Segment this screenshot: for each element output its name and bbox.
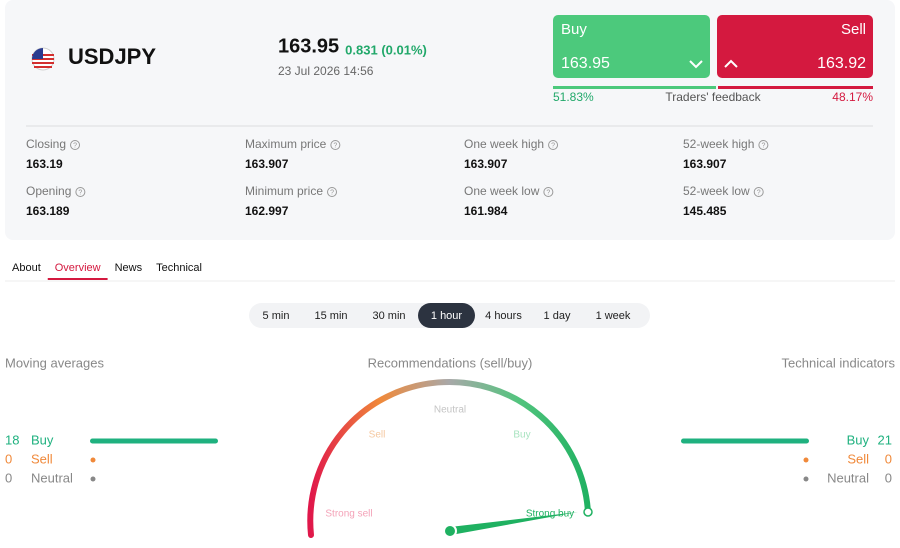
count: 0 — [885, 470, 892, 485]
symbol: USDJPY — [68, 44, 156, 69]
buy-label[interactable]: Buy — [561, 21, 587, 38]
feedback-buy-bar — [553, 86, 716, 89]
timeframe-active[interactable] — [418, 303, 475, 328]
row-label: Neutral — [827, 470, 869, 485]
count-dot — [90, 476, 96, 482]
info-q: ? — [551, 142, 555, 149]
stat-value: 161.984 — [464, 204, 508, 218]
stat-value: 163.907 — [245, 157, 289, 171]
sell-label[interactable]: Sell — [841, 21, 866, 38]
feedback-sell: 48.17% — [832, 90, 873, 104]
gauge-label: Buy — [513, 430, 530, 441]
tab[interactable]: Technical — [156, 262, 202, 274]
buy-button-bg[interactable] — [553, 15, 710, 78]
timeframe[interactable]: 1 week — [596, 310, 631, 322]
sell-button[interactable]: Sell 163.92 — [717, 15, 873, 78]
row-label: Sell — [31, 451, 53, 466]
info-icon — [753, 187, 764, 197]
stat-label: Minimum price — [245, 184, 323, 198]
buy-button[interactable]: Buy 163.95 — [553, 15, 710, 78]
info-q: ? — [78, 189, 82, 196]
count-dot — [803, 476, 809, 482]
row-label: Buy — [31, 432, 54, 447]
row-label: Buy — [847, 432, 870, 447]
info-icon — [543, 187, 554, 197]
stat-label: 52-week high — [683, 137, 754, 151]
info-icon — [548, 140, 559, 150]
section-title: Moving averages — [5, 355, 104, 370]
feedback-title: Traders' feedback — [665, 90, 761, 104]
info-icon — [70, 140, 81, 150]
timeframe[interactable]: 4 hours — [485, 310, 522, 322]
gauge-label: Neutral — [434, 405, 466, 416]
stat-label: Maximum price — [245, 137, 327, 151]
timeframe[interactable]: 1 day — [544, 310, 571, 322]
count: 21 — [878, 432, 892, 447]
info-q: ? — [333, 142, 337, 149]
stat-label: One week high — [464, 137, 544, 151]
info-icon — [330, 140, 341, 150]
gauge-label: Strong sell — [325, 509, 372, 520]
gauge-arc — [307, 378, 591, 538]
gauge-end — [583, 507, 593, 517]
datetime: 23 Jul 2026 14:56 — [278, 64, 374, 78]
row-label: Sell — [847, 451, 869, 466]
gauge-needle — [450, 512, 578, 535]
stat-label: 52-week low — [683, 184, 750, 198]
count-bar — [90, 438, 218, 444]
feedback-sell-bar — [718, 86, 873, 89]
section-title: Technical indicators — [782, 355, 896, 370]
tab[interactable]: News — [115, 262, 143, 274]
count: 18 — [5, 432, 19, 447]
sell-price[interactable]: 163.92 — [817, 55, 866, 72]
chevron-up[interactable] — [724, 59, 738, 68]
count: 0 — [5, 451, 12, 466]
tab-underline — [47, 278, 108, 280]
stat-value: 163.189 — [26, 204, 70, 218]
info-icon — [75, 187, 86, 197]
stat-value: 163.907 — [464, 157, 508, 171]
stat-value: 163.907 — [683, 157, 727, 171]
info-icon — [758, 140, 769, 150]
stat-label: Closing — [26, 137, 66, 151]
buy-price[interactable]: 163.95 — [561, 55, 610, 72]
chevron-down[interactable] — [689, 60, 703, 69]
info-q: ? — [761, 142, 765, 149]
tab[interactable]: Overview — [55, 262, 101, 274]
timeframe[interactable]: 30 min — [372, 310, 405, 322]
timeframe[interactable]: 15 min — [314, 310, 347, 322]
stat-value: 163.19 — [26, 157, 63, 171]
price-change: 0.831 (0.01%) — [345, 42, 427, 57]
gauge-label: Sell — [369, 430, 386, 441]
stat-value: 162.997 — [245, 204, 289, 218]
section-title: Recommendations (sell/buy) — [368, 355, 533, 370]
gauge-label: Strong buy — [526, 509, 574, 520]
count-dot — [90, 457, 96, 463]
count: 0 — [5, 470, 12, 485]
info-q: ? — [330, 189, 334, 196]
timeframe[interactable]: 5 min — [263, 310, 290, 322]
count-dot — [803, 457, 809, 463]
stat-label: Opening — [26, 184, 71, 198]
info-q: ? — [546, 189, 550, 196]
feedback-buy: 51.83% — [553, 90, 594, 104]
price: 163.95 — [278, 35, 339, 57]
count: 0 — [885, 451, 892, 466]
info-icon — [327, 187, 338, 197]
info-q: ? — [757, 189, 761, 196]
count-bar — [681, 438, 809, 444]
gauge-hub — [443, 524, 457, 538]
info-q: ? — [73, 142, 77, 149]
flag — [31, 47, 55, 71]
stat-label: One week low — [464, 184, 540, 198]
stat-value: 145.485 — [683, 204, 727, 218]
tab[interactable]: About — [12, 262, 41, 274]
sell-button-bg[interactable] — [717, 15, 873, 78]
timeframe[interactable]: 1 hour — [431, 310, 463, 322]
row-label: Neutral — [31, 470, 73, 485]
